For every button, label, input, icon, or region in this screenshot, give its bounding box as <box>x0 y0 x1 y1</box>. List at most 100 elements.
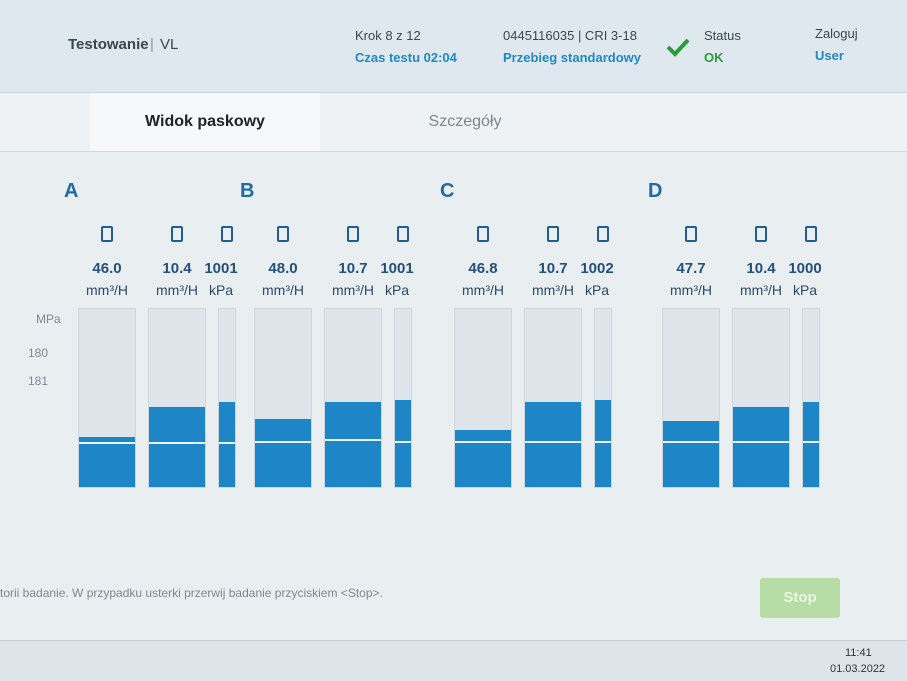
unit: mm³/H <box>262 282 304 298</box>
login-user: User <box>815 48 844 63</box>
tab-active[interactable]: Widok paskowy <box>90 93 320 151</box>
side-value: 181 <box>28 374 49 388</box>
bar-track <box>218 308 236 488</box>
bar-marker <box>149 442 205 445</box>
side-value: 180 <box>28 346 49 360</box>
unit: mm³/H <box>532 282 574 298</box>
bar-fill <box>595 399 611 487</box>
value: 48.0 <box>268 260 298 277</box>
bar-track <box>594 308 612 488</box>
bar-fill <box>219 401 235 487</box>
bar-fill <box>525 401 581 487</box>
bar-track <box>148 308 206 488</box>
mode: Przebieg standardowy <box>503 50 641 65</box>
value: 1002 <box>580 260 614 277</box>
bar-marker <box>663 440 719 443</box>
unit: mm³/H <box>670 282 712 298</box>
bar-icon <box>597 226 609 242</box>
bar-track <box>524 308 582 488</box>
unit: kPa <box>208 282 234 298</box>
bar-fill <box>395 399 411 487</box>
bar-icon <box>477 226 489 242</box>
unit: mm³/H <box>740 282 782 298</box>
tab-bar: Widok paskowy Szczegóły <box>0 93 907 152</box>
bar-icon <box>171 226 183 242</box>
bar-track <box>254 308 312 488</box>
clock-date: 01.03.2022 <box>830 663 886 675</box>
value: 1000 <box>788 260 822 277</box>
unit: mm³/H <box>86 282 128 298</box>
bar-track <box>394 308 412 488</box>
clock-time: 11:41 <box>845 647 872 659</box>
unit: mm³/H <box>156 282 198 298</box>
value: 10.4 <box>162 260 192 277</box>
value: 1001 <box>204 260 238 277</box>
part-number: 0445116035 | CRI 3-18 <box>503 28 637 43</box>
divider: | <box>150 36 154 53</box>
title: Testowanie <box>68 36 149 53</box>
bar-icon <box>347 226 359 242</box>
bar-marker <box>395 440 411 443</box>
value: 47.7 <box>676 260 706 277</box>
bar-marker <box>455 440 511 443</box>
unit: kPa <box>584 282 610 298</box>
bar-track <box>732 308 790 488</box>
bar-icon <box>805 226 817 242</box>
bar-fill <box>803 401 819 487</box>
bar-icon <box>397 226 409 242</box>
bar-marker <box>803 440 819 443</box>
bar-icon <box>277 226 289 242</box>
bar-marker <box>325 438 381 441</box>
bar-track <box>324 308 382 488</box>
bar-marker <box>525 440 581 443</box>
bar-fill <box>255 419 311 487</box>
value: 10.4 <box>746 260 776 277</box>
bar-fill <box>149 406 205 487</box>
bar-marker <box>79 442 135 445</box>
bar-marker <box>733 440 789 443</box>
bar-fill <box>663 421 719 487</box>
bar-icon <box>547 226 559 242</box>
stop-button[interactable]: Stop <box>760 578 840 618</box>
value: 46.0 <box>92 260 122 277</box>
header: Testowanie | VL Krok 8 z 12 Czas testu 0… <box>0 0 907 93</box>
bar-icon <box>101 226 113 242</box>
side-header: MPa <box>36 312 61 326</box>
unit: kPa <box>384 282 410 298</box>
value: 10.7 <box>338 260 368 277</box>
bar-fill <box>325 401 381 487</box>
subtitle: VL <box>160 36 179 53</box>
test-time: Czas testu 02:04 <box>355 50 457 65</box>
status-label: Status <box>704 28 741 43</box>
group-label: B <box>240 180 255 202</box>
bar-track <box>802 308 820 488</box>
bar-fill <box>733 406 789 487</box>
unit: mm³/H <box>332 282 374 298</box>
bar-icon <box>221 226 233 242</box>
login-button[interactable]: Zaloguj <box>815 26 858 41</box>
value: 46.8 <box>468 260 498 277</box>
group-label: C <box>440 180 455 202</box>
unit: kPa <box>792 282 818 298</box>
bar-track <box>78 308 136 488</box>
step: Krok 8 z 12 <box>355 28 421 43</box>
status-value: OK <box>704 50 724 65</box>
bar-marker <box>219 442 235 445</box>
ok-icon <box>666 38 690 57</box>
bar-icon <box>685 226 697 242</box>
bar-fill <box>455 430 511 487</box>
bar-marker <box>255 440 311 443</box>
group-label: D <box>648 180 663 202</box>
value: 1001 <box>380 260 414 277</box>
taskbar: 11:41 01.03.2022 <box>0 640 907 681</box>
group-label: A <box>64 180 79 202</box>
unit: mm³/H <box>462 282 504 298</box>
bar-track <box>662 308 720 488</box>
message: torii badanie. W przypadku usterki przer… <box>0 586 383 600</box>
bar-marker <box>595 440 611 443</box>
tab[interactable]: Szczegóły <box>428 113 502 130</box>
bar-track <box>454 308 512 488</box>
value: 10.7 <box>538 260 568 277</box>
bar-fill <box>79 437 135 487</box>
